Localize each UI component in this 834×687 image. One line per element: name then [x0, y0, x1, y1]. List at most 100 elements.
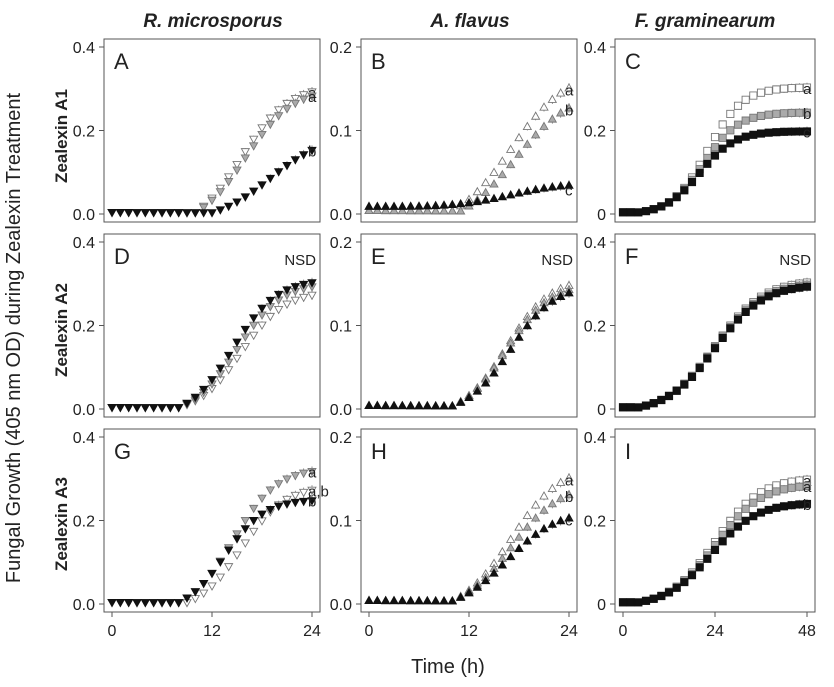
data-point	[795, 500, 804, 509]
data-point	[115, 599, 126, 608]
x-tick-label: 0	[365, 623, 374, 640]
data-point	[634, 598, 643, 607]
data-point	[564, 473, 574, 482]
data-point	[555, 477, 566, 487]
data-point	[455, 592, 466, 601]
data-point	[772, 289, 781, 298]
data-point	[232, 346, 242, 355]
data-point	[741, 95, 750, 104]
data-point	[157, 404, 167, 413]
data-point	[687, 571, 697, 580]
data-point	[787, 483, 796, 492]
data-point	[618, 598, 628, 607]
data-point	[290, 491, 301, 501]
data-point	[539, 491, 549, 500]
data-point	[547, 483, 558, 493]
panel-letter: C	[625, 49, 641, 74]
data-point	[802, 282, 812, 291]
data-point	[182, 399, 192, 409]
data-point	[489, 167, 499, 176]
data-point	[795, 83, 804, 92]
data-point	[772, 85, 781, 94]
panel-d: 0.0 0.2 0.4 D NSD	[73, 233, 321, 419]
data-point	[307, 497, 317, 506]
data-point	[447, 206, 458, 215]
data-point	[298, 293, 309, 303]
y-tick-label: 0.2	[584, 514, 606, 531]
panel-i: 0 0.2 0.4 0 24 48 Iaab	[584, 428, 816, 640]
data-point	[389, 400, 399, 410]
data-point	[703, 554, 712, 563]
data-point	[539, 102, 549, 111]
significance-letter: b	[308, 143, 316, 160]
data-point	[547, 114, 558, 123]
data-point	[756, 493, 766, 502]
data-point	[307, 146, 317, 156]
data-point	[282, 105, 292, 114]
data-point	[802, 108, 812, 117]
data-point	[173, 404, 184, 413]
series-1: a	[107, 89, 317, 218]
data-point	[248, 504, 259, 514]
data-point	[257, 304, 267, 314]
data-point	[764, 292, 773, 301]
data-point	[749, 498, 758, 507]
data-point	[505, 189, 516, 199]
data-point	[223, 351, 234, 361]
data-point	[140, 209, 151, 218]
series-0	[107, 290, 317, 413]
data-point	[422, 200, 433, 210]
data-point	[472, 386, 483, 395]
series-2: b	[618, 497, 812, 607]
data-point	[372, 205, 383, 215]
significance-letter: a	[803, 473, 812, 490]
data-point	[447, 199, 458, 209]
data-point	[741, 116, 750, 125]
data-point	[265, 174, 276, 184]
data-point	[733, 120, 743, 129]
data-point	[290, 296, 301, 306]
data-point	[455, 206, 466, 215]
data-point	[530, 129, 541, 139]
data-point	[455, 198, 466, 208]
data-point	[265, 486, 276, 495]
data-point	[710, 151, 720, 160]
data-point	[232, 354, 242, 364]
data-point	[232, 198, 242, 207]
series-1: b	[364, 102, 574, 215]
data-point	[439, 400, 449, 410]
data-point	[779, 286, 789, 295]
data-point	[497, 191, 508, 201]
data-point	[695, 364, 704, 373]
data-point	[182, 594, 192, 603]
data-point	[522, 522, 533, 531]
data-point	[405, 201, 416, 210]
panel-e: 0.0 0.1 0.2 E NSD	[330, 233, 578, 419]
data-point	[795, 127, 804, 136]
data-point	[364, 595, 374, 604]
panel-f: 0 0.2 0.4 F NSD	[584, 233, 816, 419]
data-point	[539, 302, 549, 312]
data-point	[522, 510, 533, 519]
data-point	[414, 400, 424, 410]
data-point	[464, 392, 474, 402]
data-point	[430, 595, 441, 605]
data-point	[555, 515, 566, 525]
data-point	[414, 205, 424, 215]
data-point	[364, 205, 374, 214]
data-point	[430, 205, 441, 215]
data-point	[140, 599, 151, 608]
data-point	[273, 112, 284, 121]
data-point	[626, 403, 635, 412]
data-point	[564, 513, 574, 522]
data-point	[372, 595, 383, 605]
data-point	[718, 133, 727, 142]
data-point	[547, 94, 558, 103]
data-point	[422, 205, 433, 215]
data-point	[802, 499, 812, 508]
data-point	[307, 486, 317, 496]
data-point	[657, 396, 666, 405]
data-point	[718, 120, 727, 129]
data-point	[123, 209, 134, 218]
data-point	[787, 84, 796, 93]
